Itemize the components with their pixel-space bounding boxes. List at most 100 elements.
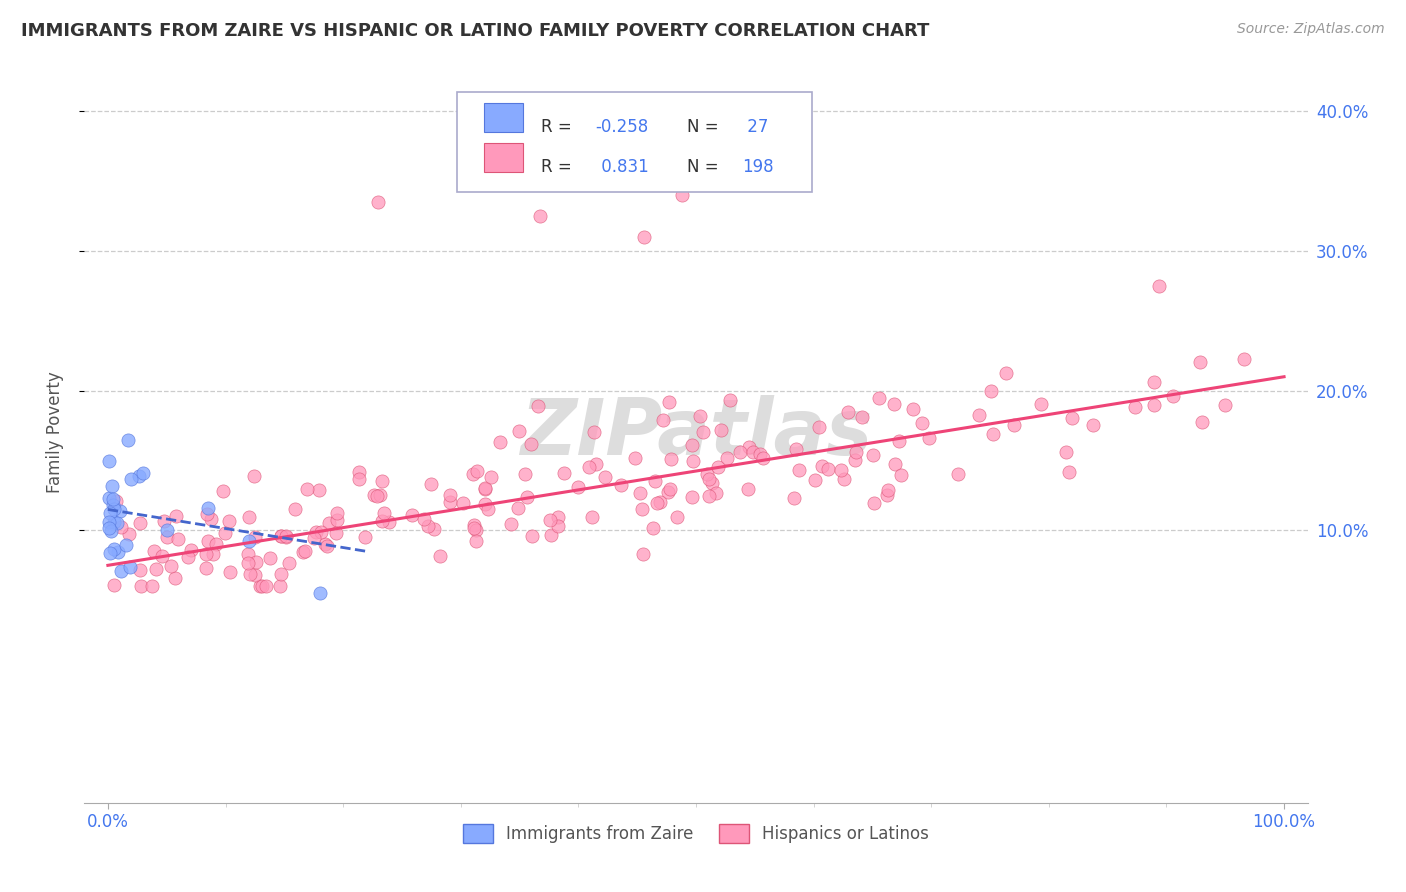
Point — [718, 392, 741, 407]
Point — [110, 503, 132, 517]
Point — [128, 468, 150, 483]
Point — [890, 467, 912, 482]
Point — [243, 568, 266, 582]
Point — [623, 451, 645, 466]
Point — [716, 450, 738, 465]
Point — [837, 405, 859, 419]
Text: 0.831: 0.831 — [596, 159, 648, 177]
Point — [349, 466, 371, 480]
Point — [295, 483, 318, 497]
Point — [1142, 398, 1164, 412]
Point — [128, 563, 150, 577]
Point — [538, 513, 561, 527]
Point — [697, 489, 720, 503]
Point — [946, 467, 969, 482]
Point — [314, 537, 336, 551]
Point — [657, 484, 679, 499]
Point — [180, 543, 202, 558]
Point — [269, 579, 291, 593]
Point — [666, 509, 689, 524]
Point — [105, 516, 128, 531]
Point — [214, 526, 236, 541]
Point — [118, 560, 141, 574]
Point — [195, 547, 218, 561]
Point — [243, 530, 266, 544]
Point — [529, 209, 551, 223]
Point — [316, 539, 339, 553]
Point — [710, 423, 733, 437]
Point — [581, 509, 603, 524]
Point — [197, 533, 219, 548]
Point — [844, 452, 866, 467]
FancyBboxPatch shape — [484, 103, 523, 132]
Y-axis label: Family Poverty: Family Poverty — [45, 372, 63, 493]
Point — [159, 558, 181, 573]
Point — [516, 490, 538, 504]
Point — [463, 517, 485, 532]
Point — [363, 488, 385, 502]
Point — [238, 556, 260, 570]
Point — [520, 437, 543, 451]
Text: Source: ZipAtlas.com: Source: ZipAtlas.com — [1237, 22, 1385, 37]
Text: -0.258: -0.258 — [596, 119, 650, 136]
Point — [681, 490, 703, 504]
Point — [420, 477, 443, 491]
Point — [811, 458, 834, 473]
Point — [887, 434, 910, 448]
Point — [153, 514, 176, 528]
Point — [1188, 355, 1211, 369]
Point — [212, 483, 235, 498]
Point — [132, 467, 155, 481]
Point — [195, 507, 218, 521]
Point — [309, 524, 332, 539]
Point — [1029, 397, 1052, 411]
Text: R =: R = — [541, 119, 576, 136]
Point — [103, 501, 125, 516]
Point — [439, 495, 461, 509]
Point — [238, 510, 260, 524]
Point — [804, 474, 827, 488]
FancyBboxPatch shape — [484, 144, 523, 172]
Point — [156, 523, 179, 537]
Point — [145, 562, 167, 576]
Point — [461, 467, 484, 482]
Point — [901, 401, 924, 416]
Point — [783, 491, 806, 506]
Point — [808, 420, 831, 434]
Point — [117, 433, 139, 447]
Point — [1057, 465, 1080, 479]
Point — [239, 567, 262, 582]
FancyBboxPatch shape — [457, 92, 813, 192]
Point — [150, 549, 173, 563]
Point — [165, 508, 187, 523]
Point — [101, 499, 124, 513]
Point — [103, 541, 125, 556]
Point — [325, 526, 347, 541]
Point — [1002, 417, 1025, 432]
Point — [305, 524, 328, 539]
Point — [254, 579, 277, 593]
Point — [1060, 410, 1083, 425]
Point — [499, 516, 522, 531]
Point — [98, 453, 121, 467]
Point — [101, 491, 124, 506]
Point — [862, 449, 884, 463]
Point — [202, 547, 225, 561]
Point — [373, 506, 395, 520]
Point — [633, 230, 655, 244]
Point — [728, 445, 751, 459]
Point — [353, 530, 375, 544]
Point — [787, 463, 810, 477]
Point — [110, 565, 132, 579]
Text: ZIPatlas: ZIPatlas — [520, 394, 872, 471]
Point — [488, 435, 510, 450]
Point — [98, 491, 121, 505]
Point — [270, 567, 292, 582]
Point — [110, 519, 132, 533]
Point — [785, 442, 807, 456]
Point — [378, 515, 401, 529]
Point — [884, 458, 907, 472]
Point — [284, 501, 307, 516]
Point — [98, 546, 121, 560]
Point — [628, 486, 651, 500]
